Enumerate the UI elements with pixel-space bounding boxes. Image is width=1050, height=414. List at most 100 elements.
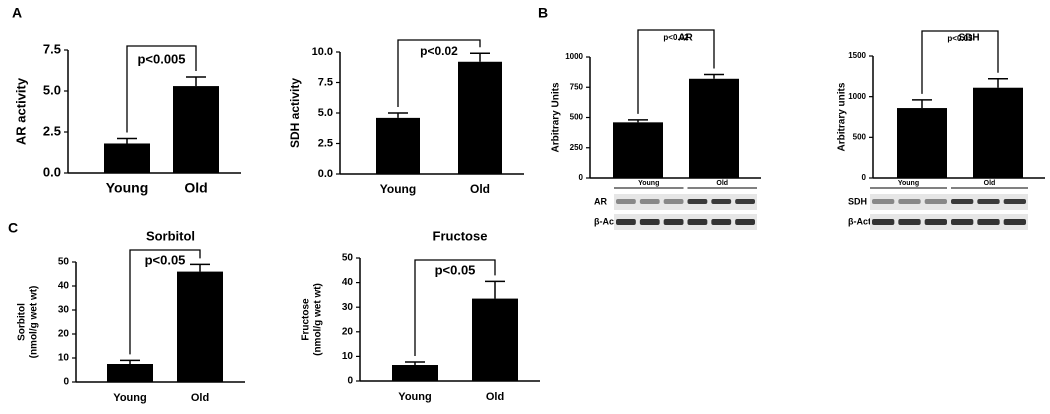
x-tick-label: Young <box>380 182 416 196</box>
error-bar <box>912 99 932 109</box>
y-tick-label: 2.5 <box>43 123 61 138</box>
error-bar <box>628 119 648 123</box>
y-tick-label: 50 <box>342 253 354 264</box>
blot-band <box>951 219 974 225</box>
blot-row-label: β-Actin <box>594 216 625 226</box>
blot-band <box>639 219 660 225</box>
panel-label: C <box>8 220 18 236</box>
y-tick-label: 500 <box>570 113 584 122</box>
error-bar <box>117 137 137 144</box>
bar <box>689 78 739 178</box>
bar <box>472 298 518 381</box>
x-tick-label: Old <box>470 182 490 196</box>
chart-title: AR <box>678 33 693 44</box>
bar <box>613 122 663 178</box>
bar <box>107 364 153 382</box>
error-bar <box>190 263 210 272</box>
blot-band <box>898 199 921 204</box>
blot-group-label: Old <box>716 180 728 187</box>
p-value: p<0.05 <box>145 252 186 267</box>
blot-band <box>977 199 1000 204</box>
blot-band <box>616 199 636 204</box>
bar <box>897 108 947 178</box>
blot-strip <box>870 214 1028 230</box>
blot-group-label: Old <box>984 180 996 187</box>
p-value: p<0.02 <box>420 44 458 58</box>
chart-title: SDH <box>958 33 979 44</box>
y-tick-label: 5.0 <box>318 107 333 119</box>
bar <box>173 86 219 173</box>
y-tick-label: 1500 <box>848 51 866 60</box>
error-bar <box>470 52 490 62</box>
y-axis-label: AR activity <box>13 77 28 145</box>
y-tick-label: 750 <box>570 82 584 91</box>
y-axis-label: (nmol/g wet wt) <box>313 283 324 356</box>
bar <box>458 61 502 175</box>
y-tick-label: 10.0 <box>312 46 333 58</box>
x-tick-label: Young <box>106 180 149 196</box>
p-value: p<0.05 <box>947 34 973 43</box>
significance-bracket <box>397 39 481 107</box>
blot-row-label: β-Actin <box>848 216 879 226</box>
error-bar <box>388 112 408 118</box>
error-bar <box>988 78 1008 88</box>
blot-band <box>687 199 708 204</box>
y-tick-label: 20 <box>342 326 354 337</box>
blot-band <box>924 219 947 225</box>
blot-band <box>872 199 895 204</box>
panel-label: B <box>538 5 548 21</box>
y-tick-label: 0.0 <box>43 164 61 179</box>
error-bar <box>120 359 140 364</box>
y-tick-label: 30 <box>342 302 354 313</box>
blot-band <box>1003 219 1026 225</box>
blot-strip <box>614 214 757 230</box>
y-tick-label: 1000 <box>848 92 866 101</box>
bar <box>104 143 150 173</box>
y-axis-label: Arbitrary Units <box>551 82 562 152</box>
bar <box>392 365 438 381</box>
y-tick-label: 0.0 <box>318 168 333 180</box>
y-tick-label: 50 <box>58 257 70 268</box>
blot-band <box>711 219 732 225</box>
blot-row-label: SDH <box>848 196 867 206</box>
y-tick-label: 10 <box>58 353 70 364</box>
y-tick-label: 7.5 <box>43 41 61 56</box>
p-value: p<0.005 <box>137 51 185 66</box>
blot-band <box>924 199 947 204</box>
y-tick-label: 250 <box>570 143 584 152</box>
panel-label: A <box>12 5 22 21</box>
x-tick-label: Young <box>113 392 146 404</box>
y-axis-label: Arbitrary units <box>837 82 848 151</box>
y-tick-label: 40 <box>342 277 354 288</box>
significance-bracket <box>414 259 496 357</box>
y-tick-label: 40 <box>58 281 70 292</box>
significance-bracket <box>126 45 197 133</box>
y-tick-label: 2.5 <box>318 137 333 149</box>
y-axis-label: Sorbitol <box>17 303 28 341</box>
significance-bracket <box>921 30 999 94</box>
y-tick-label: 0 <box>579 173 584 182</box>
blot-band <box>639 199 660 204</box>
y-tick-label: 0 <box>347 376 353 387</box>
p-value: p<0.05 <box>435 262 476 277</box>
y-tick-label: 5.0 <box>43 82 61 97</box>
blot-band <box>663 199 684 204</box>
x-tick-label: Old <box>184 180 207 196</box>
error-bar <box>186 76 206 87</box>
x-tick-label: Old <box>191 392 209 404</box>
blot-group-label: Young <box>898 180 919 187</box>
bar <box>973 87 1023 178</box>
y-tick-label: 1000 <box>565 52 583 61</box>
blot-band <box>663 219 684 225</box>
error-bar <box>704 73 724 79</box>
significance-bracket <box>129 249 201 355</box>
blot-band <box>977 219 1000 225</box>
y-axis-label: SDH activity <box>288 78 302 148</box>
y-tick-label: 500 <box>853 132 867 141</box>
blot-band <box>687 219 708 225</box>
blot-band <box>951 199 974 204</box>
y-tick-label: 0 <box>63 377 69 388</box>
blot-band <box>1003 199 1026 204</box>
x-tick-label: Young <box>398 391 431 403</box>
